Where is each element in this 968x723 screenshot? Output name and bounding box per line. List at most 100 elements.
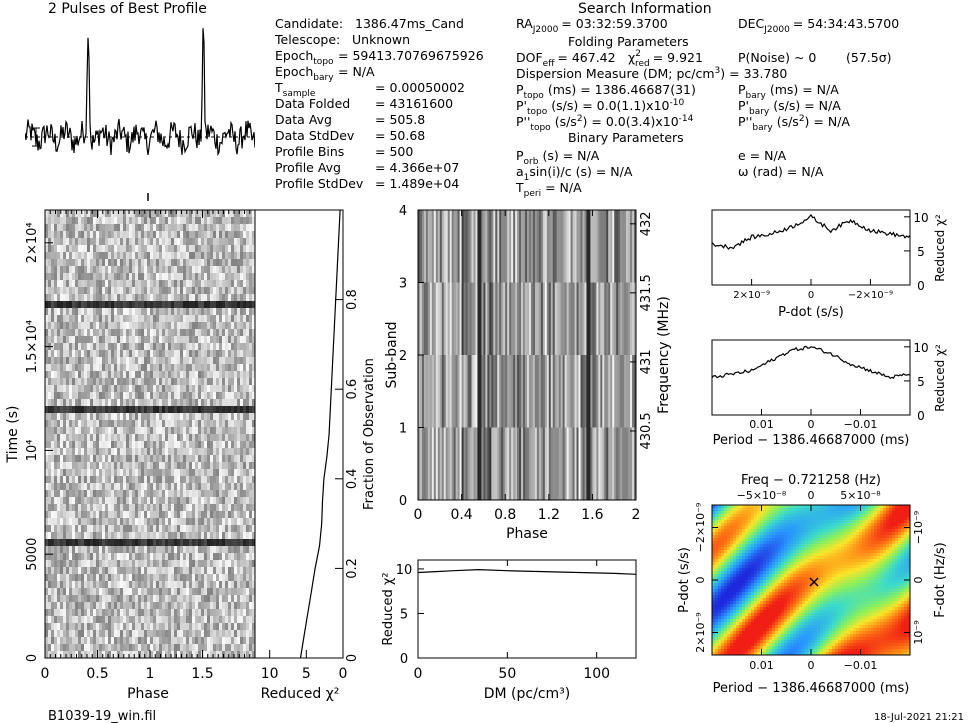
phase-cell <box>180 476 184 484</box>
phase-cell <box>90 273 94 281</box>
phase-cell <box>123 553 127 561</box>
phase-cell <box>183 567 187 575</box>
subband-cell <box>499 355 502 428</box>
phase-cell <box>153 371 157 379</box>
phase-cell <box>90 595 94 603</box>
phase-cell <box>78 497 82 505</box>
phase-cell <box>192 266 196 274</box>
phase-cell <box>195 602 199 610</box>
phase-cell <box>216 518 220 526</box>
phase-cell <box>93 448 97 456</box>
phase-cell <box>168 210 172 218</box>
phase-cell <box>45 553 49 561</box>
phase-cell <box>231 210 235 218</box>
subband-cell <box>606 282 609 356</box>
phase-cell <box>210 581 214 589</box>
phase-cell <box>159 329 163 337</box>
subband-cell <box>487 355 490 428</box>
subband-cell <box>445 355 449 428</box>
phase-cell <box>72 644 76 652</box>
phase-cell <box>159 308 163 316</box>
phase-cell <box>165 413 169 421</box>
phase-cell <box>213 252 217 260</box>
phase-cell <box>216 525 220 533</box>
phase-cell <box>216 644 220 652</box>
phase-cell <box>246 525 250 533</box>
phase-cell <box>183 532 187 540</box>
phase-cell <box>138 623 142 631</box>
phase-cell <box>57 511 61 519</box>
phase-cell <box>198 273 202 281</box>
phase-cell <box>63 490 67 498</box>
phase-cell <box>90 637 94 645</box>
phase-cell <box>210 371 214 379</box>
phase-cell <box>114 217 118 225</box>
phase-cell <box>57 245 61 253</box>
phase-cell <box>168 476 172 484</box>
phase-cell <box>147 518 151 526</box>
subband-cell <box>421 210 425 283</box>
phase-cell <box>162 252 166 260</box>
phase-cell <box>246 224 250 232</box>
phase-cell <box>60 623 64 631</box>
phase-cell <box>57 336 61 344</box>
subband-cell <box>584 282 587 356</box>
phase-cell <box>138 441 142 449</box>
phase-cell <box>201 469 205 477</box>
phase-cell <box>204 364 208 372</box>
phase-cell <box>222 217 226 225</box>
phase-cell <box>180 259 184 267</box>
phase-cell <box>156 588 160 596</box>
phase-cell <box>114 378 118 386</box>
phase-cell <box>192 518 196 526</box>
phase-cell <box>192 420 196 428</box>
subband-cell <box>505 210 508 283</box>
phase-cell <box>78 280 82 288</box>
phase-cell <box>126 490 130 498</box>
phase-cell <box>72 371 76 379</box>
phase-cell <box>165 287 169 295</box>
phase-cell <box>117 616 121 624</box>
phase-cell <box>120 623 124 631</box>
phase-cell <box>111 231 115 239</box>
phase-cell <box>240 595 244 603</box>
phase-cell <box>144 532 148 540</box>
phase-cell <box>126 322 130 330</box>
phase-cell <box>201 273 205 281</box>
phase-cell <box>75 294 79 302</box>
phase-cell <box>135 602 139 610</box>
pulse-profile-panel: 2 Pulses of Best Profile <box>25 1 255 201</box>
phase-cell <box>168 329 172 337</box>
phase-cell <box>150 574 154 582</box>
phase-cell <box>123 574 127 582</box>
phase-cell <box>156 245 160 253</box>
phase-cell <box>123 567 127 575</box>
phase-cell <box>120 616 124 624</box>
phase-cell <box>159 441 163 449</box>
phase-cell <box>69 560 73 568</box>
phase-cell <box>231 469 235 477</box>
phase-cell <box>204 294 208 302</box>
phase-cell <box>234 308 238 316</box>
phase-cell <box>171 308 175 316</box>
phase-cell <box>141 259 145 267</box>
phase-cell <box>57 378 61 386</box>
phase-cell <box>198 623 202 631</box>
phase-cell <box>45 308 49 316</box>
phase-cell <box>177 623 181 631</box>
phase-cell <box>96 378 100 386</box>
phase-cell <box>189 350 193 358</box>
phase-cell <box>204 336 208 344</box>
phase-cell <box>201 490 205 498</box>
phase-cell <box>177 378 181 386</box>
phase-cell <box>75 406 79 414</box>
phase-cell <box>222 357 226 365</box>
phase-cell <box>252 315 255 323</box>
phase-cell <box>207 595 211 603</box>
phase-cell <box>159 511 163 519</box>
subband-cell <box>568 282 571 356</box>
phase-cell <box>81 238 85 246</box>
phase-cell <box>117 350 121 358</box>
phase-cell <box>78 651 82 658</box>
